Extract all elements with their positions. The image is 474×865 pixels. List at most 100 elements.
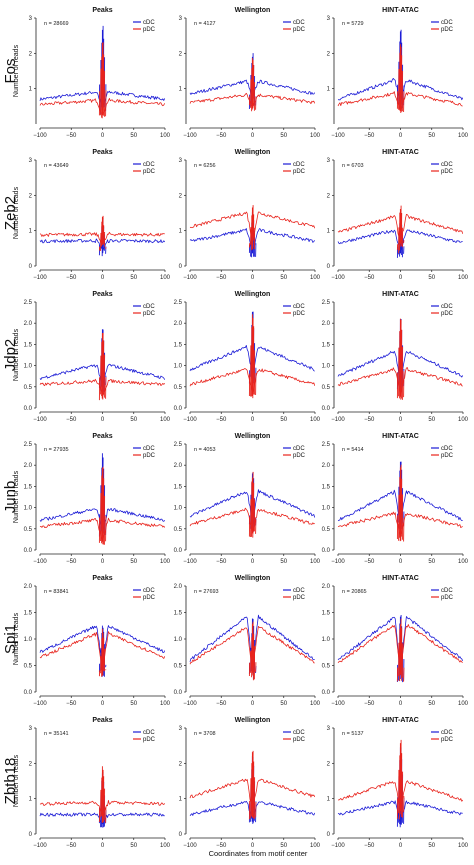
x-tick-label: 50 [280, 701, 287, 707]
y-tick-label: 1.5 [24, 611, 33, 617]
x-tick-label: 100 [458, 701, 469, 707]
series-center-spikes-pdc [98, 332, 107, 401]
panel-title: HINT-ATAC [382, 291, 419, 298]
y-tick-label: 2.0 [322, 584, 331, 590]
chart-panel-spi1-wellington: Wellington n = 27693 0.0 0.5 1.0 1.5 2.0 −100 −5… [174, 575, 321, 707]
y-axis-label: Number of reads [13, 44, 20, 97]
y-axis-label: Number of reads [13, 470, 20, 523]
x-tick-label: 50 [280, 559, 287, 565]
panel-title: HINT-ATAC [382, 575, 419, 582]
y-tick-label: 1 [327, 797, 331, 803]
y-tick-label: 2.0 [24, 584, 33, 590]
x-tick-label: −100 [33, 843, 47, 849]
y-tick-label: 2 [327, 761, 331, 767]
x-tick-label: 100 [458, 417, 469, 423]
y-tick-label: 1.0 [174, 637, 183, 643]
legend-label-cdc: cDC [293, 446, 305, 452]
legend-label-cdc: cDC [143, 162, 155, 168]
series-center-spikes-pdc [396, 205, 405, 254]
y-tick-label: 3 [327, 16, 331, 22]
legend-label-cdc: cDC [293, 730, 305, 736]
x-tick-label: 50 [428, 559, 435, 565]
series-center-spikes-pdc [98, 42, 107, 119]
panel-title: Peaks [92, 433, 112, 440]
legend-label-cdc: cDC [293, 304, 305, 310]
chart-panel-junb-peaks: Peaks n = 27935 0.0 0.5 1.0 1.5 2.0 2.5 −100 −50 0… [2, 433, 171, 565]
x-tick-label: 0 [101, 559, 105, 565]
y-tick-label: 2 [179, 51, 183, 57]
sample-count-label: n = 4127 [194, 21, 216, 27]
series-center-spikes-pdc [248, 471, 257, 538]
panel-title: Wellington [235, 7, 271, 14]
legend-label-pdc: pDC [293, 595, 306, 601]
panel-title: Wellington [235, 433, 271, 440]
x-tick-label: 50 [130, 701, 137, 707]
x-tick-label: 0 [101, 843, 105, 849]
x-tick-label: 0 [251, 417, 255, 423]
x-tick-label: 100 [310, 843, 321, 849]
chart-panel-spi1-peaks: Peaks n = 83841 0.0 0.5 1.0 1.5 2.0 −100 −50 0 50 1… [2, 575, 171, 707]
y-tick-label: 1 [327, 87, 331, 93]
x-tick-label: 100 [160, 275, 171, 281]
legend-label-cdc: cDC [293, 162, 305, 168]
factor-label: Zbtb18 [2, 758, 19, 805]
x-tick-label: 50 [428, 275, 435, 281]
y-tick-label: 0.0 [322, 406, 331, 412]
y-tick-label: 0.5 [322, 527, 331, 533]
y-tick-label: 2.5 [174, 442, 183, 448]
y-tick-label: 2.5 [322, 442, 331, 448]
y-tick-label: 0 [29, 264, 33, 270]
y-tick-label: 2.5 [24, 442, 33, 448]
x-tick-label: −50 [364, 417, 375, 423]
y-tick-label: 2 [179, 193, 183, 199]
x-tick-label: −50 [216, 417, 227, 423]
x-tick-label: −100 [33, 275, 47, 281]
legend-label-pdc: pDC [143, 27, 156, 33]
chart-panel-fos-peaks: Peaks n = 28669 1 2 3 −100 −50 0 50 100 Number of … [2, 7, 171, 139]
y-tick-label: 0.5 [174, 385, 183, 391]
panel-title: Peaks [92, 291, 112, 298]
panel-title: Peaks [92, 7, 112, 14]
x-tick-label: −100 [331, 843, 345, 849]
factor-label: Fos [2, 58, 19, 83]
y-tick-label: 0.5 [24, 664, 33, 670]
x-tick-label: −100 [183, 843, 197, 849]
x-tick-label: 50 [428, 133, 435, 139]
x-tick-label: −100 [183, 417, 197, 423]
legend-label-pdc: pDC [441, 453, 454, 459]
series-center-spikes-pdc [248, 750, 257, 820]
legend-label-pdc: pDC [441, 311, 454, 317]
x-tick-label: 50 [280, 417, 287, 423]
x-tick-label: −100 [33, 417, 47, 423]
series-center-spikes-pdc [98, 466, 107, 545]
series-center-spikes-pdc [396, 318, 405, 400]
y-tick-label: 1.0 [24, 364, 33, 370]
y-tick-label: 0.0 [24, 406, 33, 412]
x-tick-label: 100 [310, 417, 321, 423]
x-tick-label: −50 [364, 701, 375, 707]
legend-label-cdc: cDC [293, 588, 305, 594]
sample-count-label: n = 35141 [44, 731, 69, 737]
panel-title: Wellington [235, 575, 271, 582]
legend-label-cdc: cDC [143, 20, 155, 26]
y-tick-label: 1 [179, 87, 183, 93]
legend-label-pdc: pDC [293, 311, 306, 317]
y-axis-label: Number of reads [13, 754, 20, 807]
x-tick-label: −50 [66, 133, 77, 139]
y-tick-label: 1.5 [322, 484, 331, 490]
y-tick-label: 2.0 [322, 463, 331, 469]
y-tick-label: 1 [29, 87, 33, 93]
sample-count-label: n = 27693 [194, 589, 219, 595]
legend-label-cdc: cDC [293, 20, 305, 26]
x-tick-label: 0 [251, 701, 255, 707]
legend-label-pdc: pDC [441, 737, 454, 743]
y-tick-label: 0 [179, 832, 183, 838]
y-tick-label: 0.0 [24, 690, 33, 696]
legend-label-pdc: pDC [143, 737, 156, 743]
x-tick-label: 0 [399, 559, 403, 565]
legend-label-cdc: cDC [143, 588, 155, 594]
legend-label-pdc: pDC [143, 453, 156, 459]
chart-panel-zeb2-peaks: Peaks n = 43649 0 1 2 3 −100 −50 0 50 100 Number of… [2, 149, 171, 281]
